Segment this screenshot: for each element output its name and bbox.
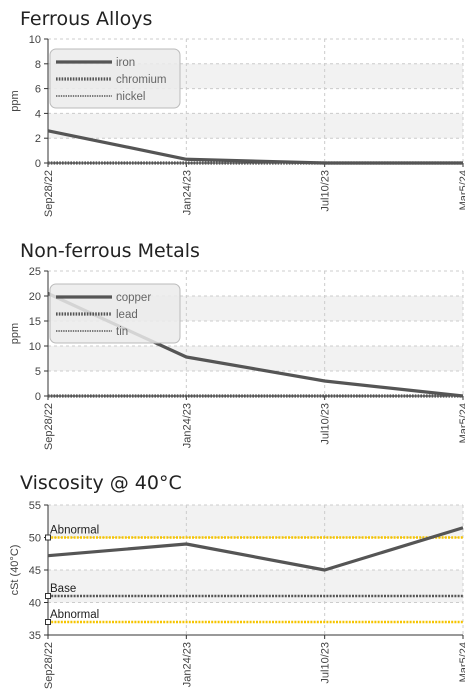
- y-tick-label: 45: [29, 565, 41, 577]
- ferrous-chart-title: Ferrous Alloys: [20, 8, 153, 30]
- reference-label: Abnormal: [50, 525, 99, 537]
- y-tick-label: 5: [35, 366, 41, 378]
- y-tick-label: 0: [35, 158, 41, 170]
- grid-band: [48, 113, 463, 139]
- x-tick-label: Sep28/22: [43, 170, 55, 217]
- y-tick-label: 4: [35, 108, 41, 120]
- y-tick-label: 20: [29, 291, 41, 303]
- reference-marker: [45, 534, 51, 541]
- x-tick-label: Jul10/23: [320, 170, 332, 212]
- y-tick-label: 40: [29, 598, 41, 610]
- reference-label: Base: [50, 583, 76, 595]
- legend-label: copper: [116, 292, 151, 304]
- y-tick-label: 10: [29, 34, 41, 46]
- x-tick-label: Jan24/23: [181, 403, 193, 448]
- x-tick-label: Jul10/23: [320, 403, 332, 445]
- y-tick-label: 10: [29, 341, 41, 353]
- y-tick-label: 0: [35, 391, 41, 403]
- ferrous-alloys-chart: 0 2 4 6 8 10 Sep28/22 Jan24/23 Jul10/23 Mar5/24 pp…: [9, 34, 465, 217]
- reference-label: Abnormal: [50, 609, 99, 621]
- y-tick-label: 55: [29, 500, 41, 512]
- legend-label: tin: [116, 326, 128, 338]
- y-tick-label: 6: [35, 84, 41, 96]
- viscosity-chart: 35 40 45 50 55 Sep28/22 Jan24/23 Jul10/23 Mar5/2…: [9, 500, 465, 689]
- y-tick-label: 8: [35, 59, 41, 71]
- y-axis-label: ppm: [9, 90, 21, 111]
- grid-band: [48, 346, 463, 371]
- y-tick-label: 25: [29, 266, 41, 278]
- x-tick-label: Mar5/24: [458, 170, 465, 210]
- reference-marker: [45, 619, 51, 625]
- y-axis-label: ppm: [9, 323, 21, 344]
- x-tick-label: Mar5/24: [458, 642, 465, 682]
- x-tick-label: Jan24/23: [181, 642, 193, 687]
- y-axis-label: cSt (40°C): [9, 545, 21, 596]
- legend-label: nickel: [116, 91, 145, 103]
- y-tick-label: 2: [35, 133, 41, 145]
- y-tick-label: 15: [29, 316, 41, 328]
- series-line: [47, 129, 463, 165]
- legend-box: [49, 48, 181, 109]
- legend-label: iron: [116, 57, 135, 69]
- legend-label: lead: [116, 309, 138, 321]
- viscosity-chart-title: Viscosity @ 40°C: [20, 472, 182, 494]
- x-tick-label: Sep28/22: [43, 642, 55, 689]
- nonferrous-metals-chart: 0 5 10 15 20 25 Sep28/22 Jan24/23 Jul10/23 Mar5/2…: [9, 266, 465, 450]
- x-tick-label: Sep28/22: [43, 403, 55, 450]
- legend-label: chromium: [116, 74, 166, 86]
- nonferrous-chart-title: Non-ferrous Metals: [20, 240, 200, 262]
- legend-box: [49, 283, 181, 344]
- y-tick-label: 50: [29, 533, 41, 545]
- x-tick-label: Jan24/23: [181, 170, 193, 215]
- x-tick-label: Jul10/23: [320, 642, 332, 684]
- y-tick-label: 35: [29, 630, 41, 642]
- x-tick-label: Mar5/24: [458, 403, 465, 443]
- reference-marker: [45, 593, 51, 599]
- series-line: [47, 526, 464, 572]
- grid-band: [48, 505, 463, 538]
- grid-band: [48, 570, 463, 603]
